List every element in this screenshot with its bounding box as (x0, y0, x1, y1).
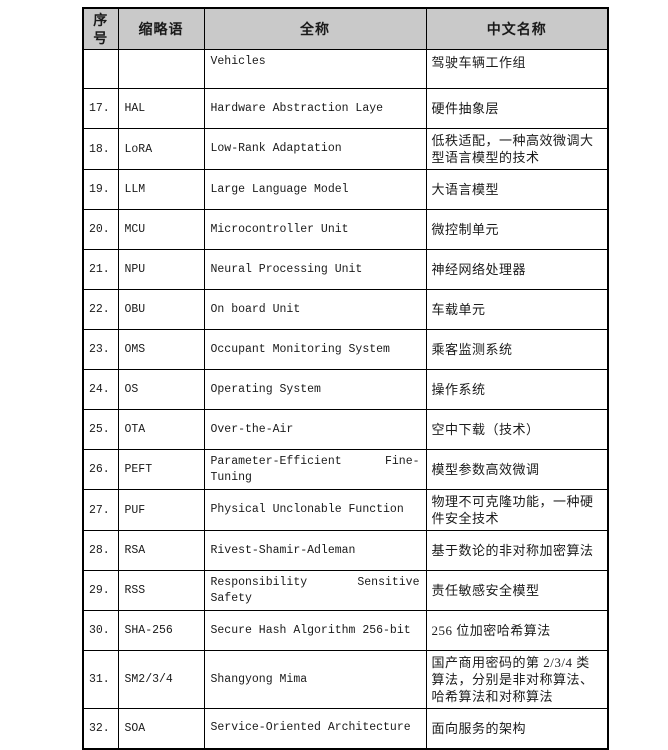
cell-sequence-number: 23. (82, 329, 119, 370)
cell-abbreviation: RSA (117, 530, 205, 571)
cell-chinese-name: 面向服务的架构 (425, 708, 609, 749)
cell-sequence-number: 19. (82, 169, 119, 210)
column-header-full: 全称 (203, 7, 427, 50)
column-header-abbr: 缩略语 (117, 7, 205, 50)
table-row: 23. OMS Occupant Monitoring System 乘客监测系… (82, 329, 609, 370)
cell-full-name: Neural Processing Unit (203, 249, 427, 290)
abbreviations-table: 序号 缩略语 全称 中文名称 Vehicles 驾驶车辆工作组 17. HAL … (82, 7, 609, 750)
cell-full-name: Rivest-Shamir-Adleman (203, 530, 427, 571)
cell-abbreviation: NPU (117, 249, 205, 290)
cell-sequence-number: 24. (82, 369, 119, 410)
table-header: 序号 缩略语 全称 中文名称 (82, 7, 609, 50)
table-row: 26. PEFT Parameter-Efficient Fine-Tuning… (82, 449, 609, 490)
cell-full-name: On board Unit (203, 289, 427, 330)
table-row: 24. OS Operating System 操作系统 (82, 369, 609, 410)
cell-sequence-number: 22. (82, 289, 119, 330)
cell-sequence-number: 29. (82, 570, 119, 611)
cell-sequence-number (82, 49, 119, 89)
cell-abbreviation: LLM (117, 169, 205, 210)
cell-abbreviation: OMS (117, 329, 205, 370)
cell-sequence-number: 32. (82, 708, 119, 749)
cell-full-name: Shangyong Mima (203, 650, 427, 709)
cell-chinese-name: 驾驶车辆工作组 (425, 49, 609, 89)
table-row: 32. SOA Service-Oriented Architecture 面向… (82, 708, 609, 749)
cell-chinese-name: 大语言模型 (425, 169, 609, 210)
cell-full-name: Hardware Abstraction Laye (203, 88, 427, 129)
cell-abbreviation: LoRA (117, 128, 205, 170)
cell-full-name: Large Language Model (203, 169, 427, 210)
cell-full-name: Operating System (203, 369, 427, 410)
cell-abbreviation: MCU (117, 209, 205, 250)
cell-chinese-name: 国产商用密码的第 2/3/4 类算法，分别是非对称算法、哈希算法和对称算法 (425, 650, 609, 709)
table-row: 25. OTA Over-the-Air 空中下载（技术） (82, 409, 609, 450)
table-row: 27. PUF Physical Unclonable Function 物理不… (82, 489, 609, 531)
table-row: 17. HAL Hardware Abstraction Laye 硬件抽象层 (82, 88, 609, 129)
cell-sequence-number: 30. (82, 610, 119, 651)
cell-abbreviation: PUF (117, 489, 205, 531)
table-row: Vehicles 驾驶车辆工作组 (82, 49, 609, 89)
table-row: 29. RSS Responsibility Sensitive Safety … (82, 570, 609, 611)
cell-abbreviation: OTA (117, 409, 205, 450)
cell-abbreviation: HAL (117, 88, 205, 129)
cell-chinese-name: 空中下载（技术） (425, 409, 609, 450)
table-body: Vehicles 驾驶车辆工作组 17. HAL Hardware Abstra… (82, 49, 609, 749)
column-header-no: 序号 (82, 7, 119, 50)
cell-full-name: Physical Unclonable Function (203, 489, 427, 531)
cell-full-name: Occupant Monitoring System (203, 329, 427, 370)
cell-chinese-name: 责任敏感安全模型 (425, 570, 609, 611)
cell-chinese-name: 操作系统 (425, 369, 609, 410)
cell-chinese-name: 车载单元 (425, 289, 609, 330)
cell-full-name: Vehicles (203, 49, 427, 89)
cell-abbreviation (117, 49, 205, 89)
table-row: 28. RSA Rivest-Shamir-Adleman 基于数论的非对称加密… (82, 530, 609, 571)
cell-chinese-name: 256 位加密哈希算法 (425, 610, 609, 651)
column-header-cn: 中文名称 (425, 7, 609, 50)
cell-full-name: Responsibility Sensitive Safety (203, 570, 427, 611)
cell-chinese-name: 微控制单元 (425, 209, 609, 250)
table-row: 19. LLM Large Language Model 大语言模型 (82, 169, 609, 210)
cell-full-name: Microcontroller Unit (203, 209, 427, 250)
cell-sequence-number: 26. (82, 449, 119, 490)
cell-chinese-name: 物理不可克隆功能，一种硬件安全技术 (425, 489, 609, 531)
cell-abbreviation: OBU (117, 289, 205, 330)
cell-sequence-number: 18. (82, 128, 119, 170)
cell-sequence-number: 21. (82, 249, 119, 290)
cell-abbreviation: SM2/3/4 (117, 650, 205, 709)
cell-chinese-name: 硬件抽象层 (425, 88, 609, 129)
table-row: 22. OBU On board Unit 车载单元 (82, 289, 609, 330)
table-row: 31. SM2/3/4 Shangyong Mima 国产商用密码的第 2/3/… (82, 650, 609, 709)
cell-chinese-name: 乘客监测系统 (425, 329, 609, 370)
cell-abbreviation: OS (117, 369, 205, 410)
cell-full-name: Secure Hash Algorithm 256-bit (203, 610, 427, 651)
cell-full-name: Low-Rank Adaptation (203, 128, 427, 170)
cell-abbreviation: SOA (117, 708, 205, 749)
cell-full-name: Over-the-Air (203, 409, 427, 450)
table-row: 20. MCU Microcontroller Unit 微控制单元 (82, 209, 609, 250)
cell-sequence-number: 31. (82, 650, 119, 709)
cell-sequence-number: 25. (82, 409, 119, 450)
cell-chinese-name: 低秩适配，一种高效微调大型语言模型的技术 (425, 128, 609, 170)
cell-full-name: Parameter-Efficient Fine-Tuning (203, 449, 427, 490)
cell-chinese-name: 神经网络处理器 (425, 249, 609, 290)
cell-sequence-number: 20. (82, 209, 119, 250)
cell-full-name: Service-Oriented Architecture (203, 708, 427, 749)
cell-sequence-number: 28. (82, 530, 119, 571)
cell-abbreviation: PEFT (117, 449, 205, 490)
cell-chinese-name: 基于数论的非对称加密算法 (425, 530, 609, 571)
table-row: 30. SHA-256 Secure Hash Algorithm 256-bi… (82, 610, 609, 651)
header-row: 序号 缩略语 全称 中文名称 (82, 7, 609, 50)
table-row: 21. NPU Neural Processing Unit 神经网络处理器 (82, 249, 609, 290)
cell-chinese-name: 模型参数高效微调 (425, 449, 609, 490)
cell-sequence-number: 17. (82, 88, 119, 129)
table-row: 18. LoRA Low-Rank Adaptation 低秩适配，一种高效微调… (82, 128, 609, 170)
cell-abbreviation: SHA-256 (117, 610, 205, 651)
cell-sequence-number: 27. (82, 489, 119, 531)
cell-abbreviation: RSS (117, 570, 205, 611)
